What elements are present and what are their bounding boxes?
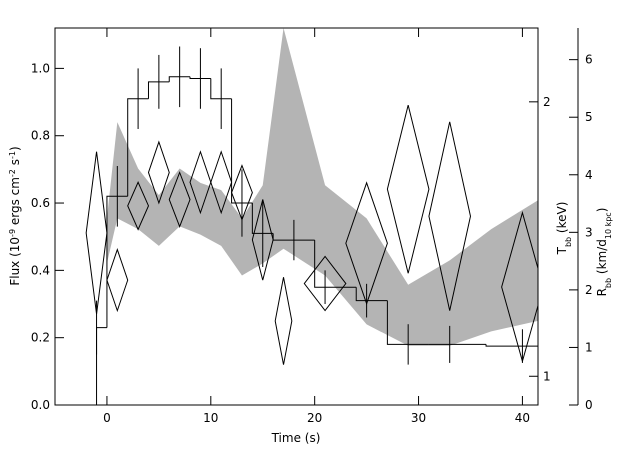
y-axis-label-part: -2 <box>8 169 17 177</box>
radius-diamond <box>345 181 388 306</box>
y-tick-label: 0.0 <box>31 398 50 412</box>
axis-labels: Flux (10-9 ergs cm-2 s-1) Tbb (keV) Rbb (k… <box>8 146 613 296</box>
radius-diamond <box>386 105 430 274</box>
y2-axis-label-part: bb <box>564 237 573 247</box>
y2-axis-label-part: (keV) <box>555 202 569 237</box>
radius-diamond <box>127 181 150 231</box>
y-tick-label: 0.4 <box>31 263 50 277</box>
y3-tick-label: 4 <box>585 168 593 182</box>
flux-step <box>168 76 191 82</box>
y2-tick-label: 1 <box>543 369 551 383</box>
y3-axis-label-part: bb <box>604 278 613 288</box>
y2-axis-label-part: T <box>555 246 569 255</box>
y-axis-label-part: -1 <box>8 151 17 159</box>
radius-diamond <box>501 210 538 364</box>
y3-axis-label-part: R <box>595 288 609 296</box>
flux-step <box>251 203 274 234</box>
flux-step <box>314 240 357 288</box>
y-axis-label-part: ) <box>8 146 22 151</box>
radius-diamond <box>210 150 233 215</box>
flux-step <box>147 81 170 99</box>
x-axis-label: Time (s) <box>271 431 321 445</box>
radius-diamond <box>147 140 170 205</box>
y3-tick-label: 6 <box>585 53 593 67</box>
y3-tick-label: 3 <box>585 225 593 239</box>
radius-diamond <box>274 277 293 365</box>
y3-axis-label-part: (km/d <box>595 239 609 278</box>
flux-step <box>127 98 149 197</box>
y3-tick-label: 5 <box>585 110 593 124</box>
x-tick-label: 30 <box>411 411 426 425</box>
y-axis-label: Flux (10-9 ergs cm-2 s-1) <box>8 146 23 285</box>
radius-diamond <box>428 121 471 311</box>
y-tick-label: 1.0 <box>31 61 50 75</box>
y3-tick-label: 0 <box>585 398 593 412</box>
y3-axis-label-part: ) <box>595 208 609 213</box>
y-axis-label-part: -9 <box>8 229 17 237</box>
flux-step <box>210 78 232 100</box>
radius-diamond <box>168 171 191 228</box>
plot-area <box>85 28 538 405</box>
y-tick-label: 0.2 <box>31 331 50 345</box>
x-tick-label: 0 <box>103 411 111 425</box>
flux-step <box>189 76 211 79</box>
radius-diamond <box>231 164 253 222</box>
y-axis-label-part: Flux (10 <box>8 237 22 286</box>
temperature-band <box>106 28 538 346</box>
y2-axis-label: Tbb (keV) <box>555 202 573 256</box>
y3-tick-label: 2 <box>585 283 593 297</box>
y-tick-label: 0.6 <box>31 196 50 210</box>
radius-diamond <box>251 199 274 281</box>
flux-step <box>485 344 538 347</box>
flux-step <box>355 287 388 302</box>
x-tick-label: 10 <box>203 411 218 425</box>
y3-axis-label-part: 10 kpc <box>604 212 613 239</box>
y3-tick-label: 1 <box>585 340 593 354</box>
radius-diamond <box>106 248 129 313</box>
y3-axis-label: Rbb (km/d10 kpc) <box>595 208 613 297</box>
y-axis-label-part: s <box>8 159 22 169</box>
flux-step <box>106 195 128 328</box>
x-tick-label: 40 <box>515 411 530 425</box>
radius-diamond <box>85 151 108 315</box>
y2-tick-label: 2 <box>543 95 551 109</box>
plot-frame <box>54 27 539 406</box>
radius-diamond <box>303 255 347 312</box>
y-tick-label: 0.8 <box>31 129 50 143</box>
y-axis-label-part: ergs cm <box>8 177 22 229</box>
flux-step <box>386 300 429 345</box>
x-tick-label: 20 <box>307 411 322 425</box>
flux-step <box>231 98 253 204</box>
